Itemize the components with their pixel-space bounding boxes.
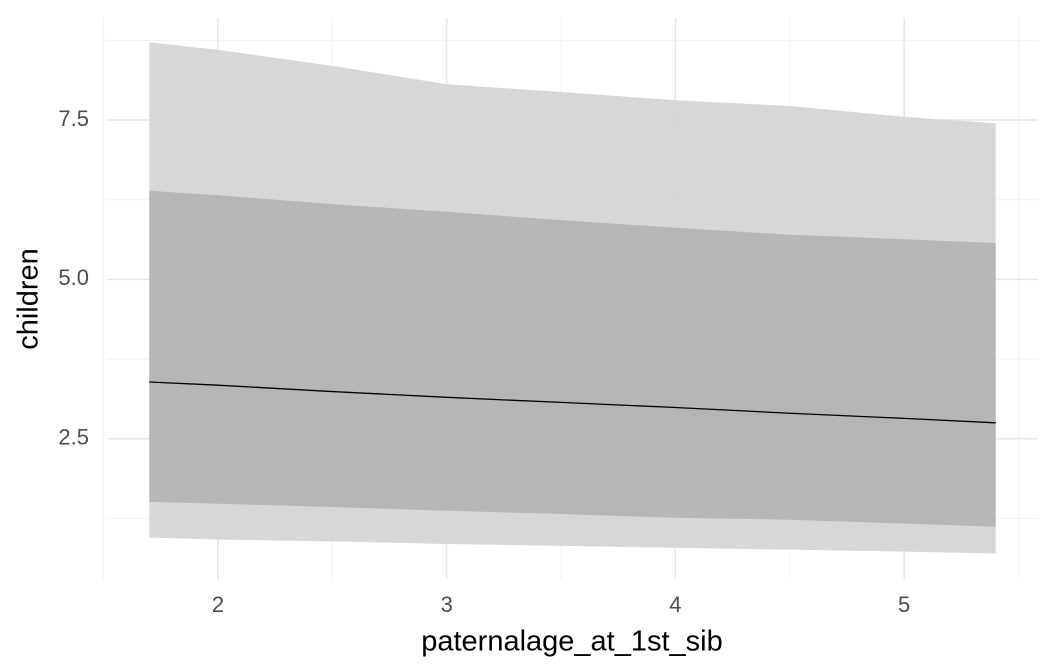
y-tick-label: 7.5 — [58, 106, 89, 131]
x-tick-label: 5 — [898, 592, 910, 617]
x-axis-title: paternalage_at_1st_sib — [421, 626, 723, 658]
ribbon — [149, 190, 996, 527]
x-tick-label: 4 — [669, 592, 681, 617]
line — [149, 381, 996, 424]
y-tick-label: 2.5 — [58, 425, 89, 450]
y-axis-title: children — [13, 248, 45, 350]
x-tick-label: 3 — [441, 592, 453, 617]
x-tick-label: 2 — [212, 592, 224, 617]
y-tick-label: 5.0 — [58, 265, 89, 290]
